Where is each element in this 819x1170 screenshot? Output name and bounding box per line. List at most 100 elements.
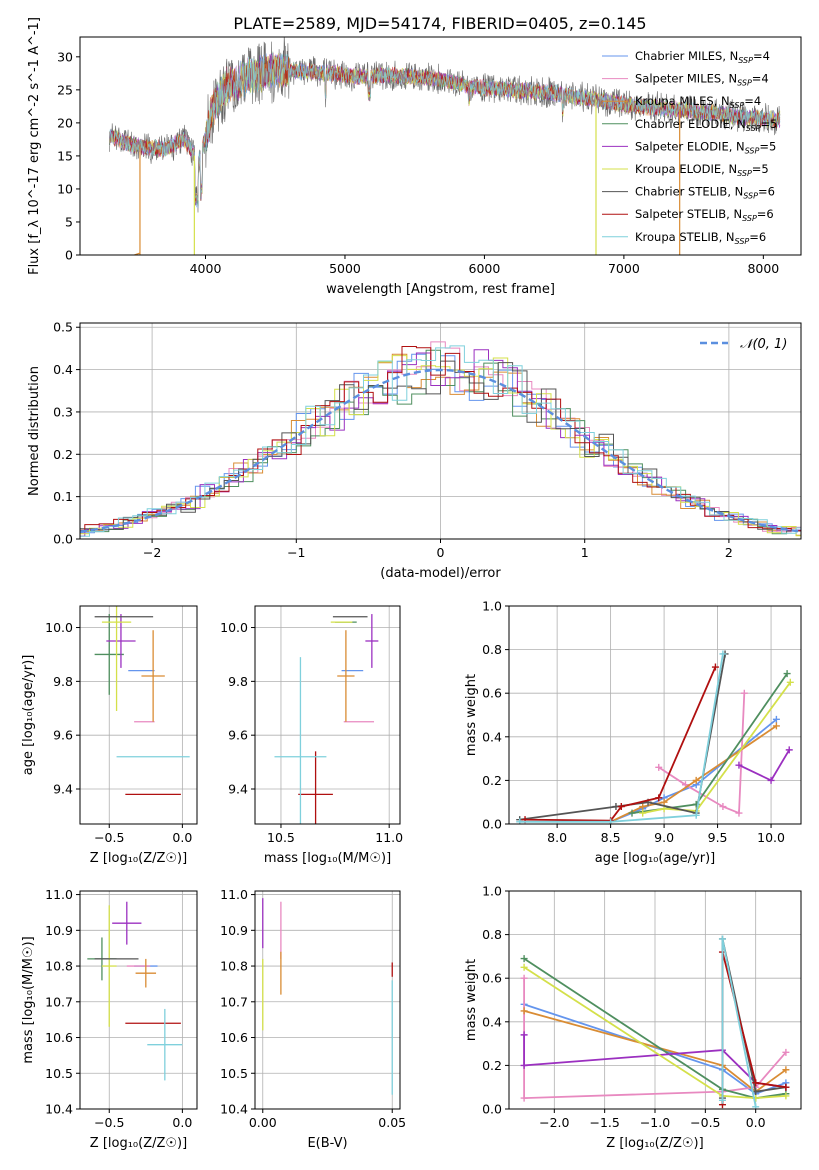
massweight-marker — [719, 650, 727, 658]
massweight-marker — [639, 803, 647, 811]
errorbar-point — [141, 630, 165, 722]
y-tick-label: 9.4 — [228, 782, 248, 797]
massweight-marker — [617, 803, 625, 811]
y-tick-label: 0.1 — [53, 489, 73, 504]
y-axis-label: Flux [f_λ 10^-17 erg cm^-2 s^-1 A^-1] — [27, 17, 42, 275]
x-tick-label: 10.5 — [267, 830, 295, 845]
y-tick-label: 15 — [57, 148, 73, 163]
y-tick-label: 0.2 — [53, 447, 73, 462]
figure-title: PLATE=2589, MJD=54174, FIBERID=0405, z=0… — [233, 14, 646, 33]
errorbar-point — [274, 657, 327, 824]
x-axis-label: (data-model)/error — [380, 566, 501, 581]
legend-entry: 𝒩(0, 1) — [740, 337, 787, 352]
y-axis-label: age [log₁₀(age/yr)] — [21, 655, 36, 776]
y-tick-label: 0.6 — [482, 686, 502, 701]
massweight-marker — [520, 955, 528, 963]
x-axis-label: Z [log₁₀(Z/Z☉)] — [606, 1136, 703, 1151]
y-tick-label: 0.4 — [53, 362, 73, 377]
x-tick-label: 0.0 — [172, 830, 192, 845]
y-axis-label: mass weight — [464, 674, 479, 756]
y-tick-label: 1.0 — [482, 599, 502, 614]
y-tick-label: 5 — [65, 214, 73, 229]
axes-frame — [79, 605, 198, 825]
panel-mass-vs-ebv: 0.00 0.05 10.4 10.5 10.6 10.7 10.8 10.9 11.0 E(B-… — [220, 887, 406, 1151]
legend-subscript: SSP — [742, 214, 757, 223]
massweight-marker — [782, 1048, 790, 1056]
legend-subscript: SSP — [743, 192, 758, 201]
y-tick-label: 9.8 — [228, 674, 248, 689]
panel-mass-vs-z: −0.5 0.0 10.4 10.5 10.6 10.7 10.8 10.9 11.0 Z [lo… — [21, 887, 198, 1151]
errorbar-point — [106, 614, 136, 668]
massweight-series-2 — [523, 1010, 787, 1093]
y-axis-label: mass [log₁₀(M/M☉)] — [21, 936, 36, 1063]
legend-subscript: SSP — [737, 79, 752, 88]
y-tick-label: 0.5 — [53, 320, 73, 335]
legend-entry: Chabrier MILES, NSSP=4 — [635, 49, 770, 65]
y-tick-label: 10 — [57, 181, 73, 196]
y-tick-label: 0 — [65, 248, 73, 263]
axes-frame — [254, 890, 401, 1110]
y-tick-label: 10.6 — [45, 1030, 73, 1045]
x-axis-label: mass [log₁₀(M/M☉)] — [264, 851, 391, 866]
plot-area — [516, 650, 794, 824]
x-tick-label: 10.0 — [757, 830, 785, 845]
y-tick-label: 0.3 — [53, 404, 73, 419]
y-tick-label: 0.6 — [482, 971, 502, 986]
x-tick-label: 8000 — [747, 261, 779, 276]
y-tick-label: 10.4 — [45, 1102, 73, 1117]
massweight-marker — [520, 974, 528, 982]
x-tick-label: 11.0 — [375, 830, 403, 845]
plot-area — [109, 37, 781, 255]
legend-entry: Kroupa MILES, NSSP=4 — [635, 94, 761, 110]
massweight-marker — [782, 1066, 790, 1074]
x-tick-label: 7000 — [608, 261, 640, 276]
massweight-marker — [711, 663, 719, 671]
legend-entry: Salpeter STELIB, NSSP=6 — [635, 207, 774, 223]
massweight-marker — [655, 794, 663, 802]
residual-histogram-6 — [80, 360, 801, 534]
x-axis-label: Z [log₁₀(Z/Z☉)] — [90, 1136, 187, 1151]
errorbar-point — [101, 905, 117, 1027]
panel-age-vs-z: −0.5 0.0 9.4 9.6 9.8 10.0 Z [log₁₀(Z/Z☉)] age [… — [21, 605, 198, 866]
errorbar-point — [135, 958, 157, 988]
x-tick-label: −1.0 — [640, 1115, 670, 1130]
legend-subscript: SSP — [730, 101, 745, 110]
axes-frame — [254, 605, 401, 825]
y-tick-label: 25 — [57, 82, 73, 97]
y-tick-label: 30 — [57, 49, 73, 64]
massweight-marker — [520, 1094, 528, 1102]
legend-tail: =4 — [753, 49, 770, 63]
massweight-marker — [735, 809, 743, 817]
massweight-marker — [783, 670, 791, 678]
normal-curve — [80, 368, 799, 533]
massweight-marker — [660, 798, 668, 806]
y-tick-label: 11.0 — [45, 887, 73, 902]
y-tick-label: 0.0 — [53, 532, 73, 547]
x-tick-label: 8.5 — [601, 830, 621, 845]
x-axis-label: age [log₁₀(age/yr)] — [595, 851, 716, 866]
x-tick-label: 5000 — [329, 261, 361, 276]
y-tick-label: 10.5 — [220, 1066, 248, 1081]
legend-subscript: SSP — [735, 237, 750, 246]
massweight-marker — [752, 1103, 760, 1109]
residual-histogram-8 — [80, 345, 801, 537]
x-tick-label: −1.5 — [589, 1115, 619, 1130]
x-tick-label: 1 — [581, 545, 589, 560]
x-tick-label: 0.0 — [172, 1115, 192, 1130]
y-axis-label: mass weight — [464, 959, 479, 1041]
massweight-marker — [786, 678, 794, 686]
y-tick-label: 0.4 — [482, 729, 502, 744]
y-tick-label: 10.7 — [220, 994, 248, 1009]
panel-age-vs-mass: 10.5 11.0 9.4 9.6 9.8 10.0 mass [log₁₀(M/M☉)] — [220, 605, 403, 866]
panel-massweight-vs-z: −2.0 −1.5 −1.0 −0.5 0.0 0.0 0.2 0.4 0.6 0.8 1.0 Z [… — [464, 884, 802, 1151]
x-axis-label: Z [log₁₀(Z/Z☉)] — [90, 851, 187, 866]
errorbar-point — [298, 751, 333, 824]
y-tick-label: 0.8 — [482, 927, 502, 942]
y-tick-label: 10.6 — [220, 1030, 248, 1045]
x-tick-label: −0.5 — [94, 1115, 124, 1130]
y-tick-label: 10.5 — [45, 1066, 73, 1081]
massweight-marker — [740, 689, 748, 697]
massweight-marker — [628, 809, 636, 817]
massweight-marker — [772, 722, 780, 730]
legend-tail: =5 — [752, 162, 769, 176]
